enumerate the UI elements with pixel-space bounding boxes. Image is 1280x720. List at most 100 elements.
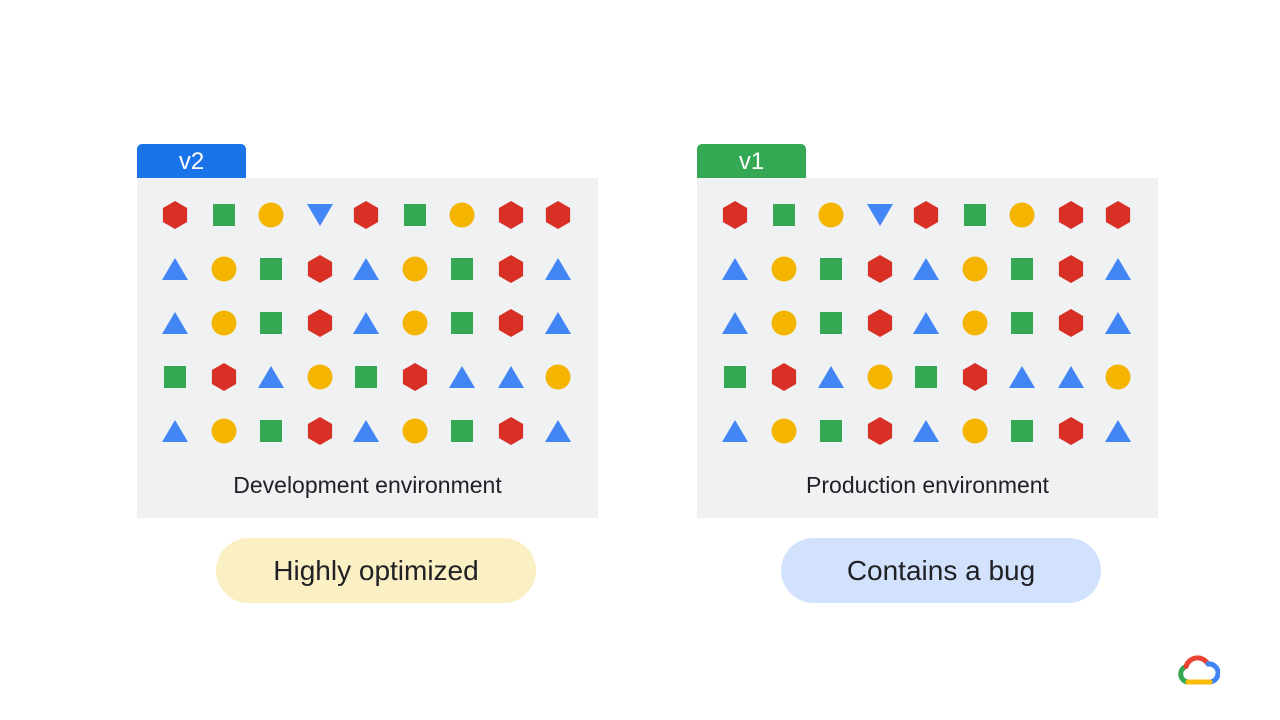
hexagon-icon	[867, 309, 893, 337]
square-icon	[451, 312, 473, 334]
square-icon	[355, 366, 377, 388]
square-icon	[260, 312, 282, 334]
square-icon	[213, 204, 235, 226]
square-icon	[1011, 312, 1033, 334]
square-icon	[404, 204, 426, 226]
circle-icon	[771, 310, 797, 336]
triangle-icon	[258, 366, 284, 388]
production-environment: v1 Production environment	[697, 144, 1158, 518]
circle-icon	[867, 364, 893, 390]
hexagon-icon	[307, 255, 333, 283]
square-icon	[164, 366, 186, 388]
circle-icon	[211, 418, 237, 444]
square-icon	[820, 312, 842, 334]
triangle-icon	[353, 258, 379, 280]
triangle-icon	[498, 366, 524, 388]
circle-icon	[771, 418, 797, 444]
triangle-down-icon	[307, 204, 333, 226]
version-tab-v2: v2	[137, 144, 246, 179]
triangle-icon	[913, 312, 939, 334]
triangle-icon	[545, 420, 571, 442]
development-environment-panel: Development environment	[137, 178, 598, 518]
hexagon-icon	[1105, 201, 1131, 229]
circle-icon	[402, 256, 428, 282]
triangle-icon	[722, 312, 748, 334]
development-environment-label: Development environment	[233, 472, 502, 498]
triangle-icon	[722, 258, 748, 280]
hexagon-icon	[867, 417, 893, 445]
hexagon-icon	[498, 255, 524, 283]
triangle-icon	[1105, 420, 1131, 442]
triangle-down-icon	[867, 204, 893, 226]
square-icon	[820, 258, 842, 280]
google-cloud-logo-icon	[1178, 655, 1220, 685]
production-environment-panel: Production environment	[697, 178, 1158, 518]
triangle-icon	[1058, 366, 1084, 388]
contains-a-bug-pill: Contains a bug	[781, 538, 1101, 603]
circle-icon	[962, 310, 988, 336]
production-environment-label: Production environment	[806, 472, 1049, 498]
circle-icon	[1009, 202, 1035, 228]
version-tab-v1: v1	[697, 144, 806, 179]
square-icon	[915, 366, 937, 388]
hexagon-icon	[962, 363, 988, 391]
hexagon-icon	[867, 255, 893, 283]
hexagon-icon	[307, 309, 333, 337]
triangle-icon	[162, 312, 188, 334]
square-icon	[1011, 420, 1033, 442]
square-icon	[451, 420, 473, 442]
triangle-icon	[1105, 258, 1131, 280]
triangle-icon	[818, 366, 844, 388]
triangle-icon	[545, 312, 571, 334]
square-icon	[451, 258, 473, 280]
hexagon-icon	[498, 309, 524, 337]
circle-icon	[307, 364, 333, 390]
circle-icon	[771, 256, 797, 282]
triangle-icon	[353, 312, 379, 334]
triangle-icon	[722, 420, 748, 442]
hexagon-icon	[211, 363, 237, 391]
development-shape-grid	[162, 201, 571, 445]
triangle-icon	[449, 366, 475, 388]
hexagon-icon	[1058, 309, 1084, 337]
triangle-icon	[545, 258, 571, 280]
triangle-icon	[162, 420, 188, 442]
circle-icon	[449, 202, 475, 228]
circle-icon	[211, 310, 237, 336]
hexagon-icon	[1058, 417, 1084, 445]
production-shape-grid	[722, 201, 1131, 445]
hexagon-icon	[498, 201, 524, 229]
development-environment: v2 Development environment	[137, 144, 598, 518]
circle-icon	[545, 364, 571, 390]
square-icon	[260, 420, 282, 442]
hexagon-icon	[771, 363, 797, 391]
circle-icon	[962, 418, 988, 444]
hexagon-icon	[307, 417, 333, 445]
square-icon	[773, 204, 795, 226]
circle-icon	[818, 202, 844, 228]
square-icon	[820, 420, 842, 442]
square-icon	[260, 258, 282, 280]
hexagon-icon	[353, 201, 379, 229]
triangle-icon	[162, 258, 188, 280]
hexagon-icon	[545, 201, 571, 229]
hexagon-icon	[498, 417, 524, 445]
hexagon-icon	[162, 201, 188, 229]
triangle-icon	[353, 420, 379, 442]
triangle-icon	[913, 420, 939, 442]
hexagon-icon	[913, 201, 939, 229]
hexagon-icon	[722, 201, 748, 229]
triangle-icon	[913, 258, 939, 280]
circle-icon	[258, 202, 284, 228]
hexagon-icon	[1058, 201, 1084, 229]
circle-icon	[402, 310, 428, 336]
circle-icon	[962, 256, 988, 282]
triangle-icon	[1105, 312, 1131, 334]
circle-icon	[211, 256, 237, 282]
hexagon-icon	[1058, 255, 1084, 283]
highly-optimized-pill: Highly optimized	[216, 538, 536, 603]
circle-icon	[402, 418, 428, 444]
square-icon	[964, 204, 986, 226]
square-icon	[1011, 258, 1033, 280]
hexagon-icon	[402, 363, 428, 391]
